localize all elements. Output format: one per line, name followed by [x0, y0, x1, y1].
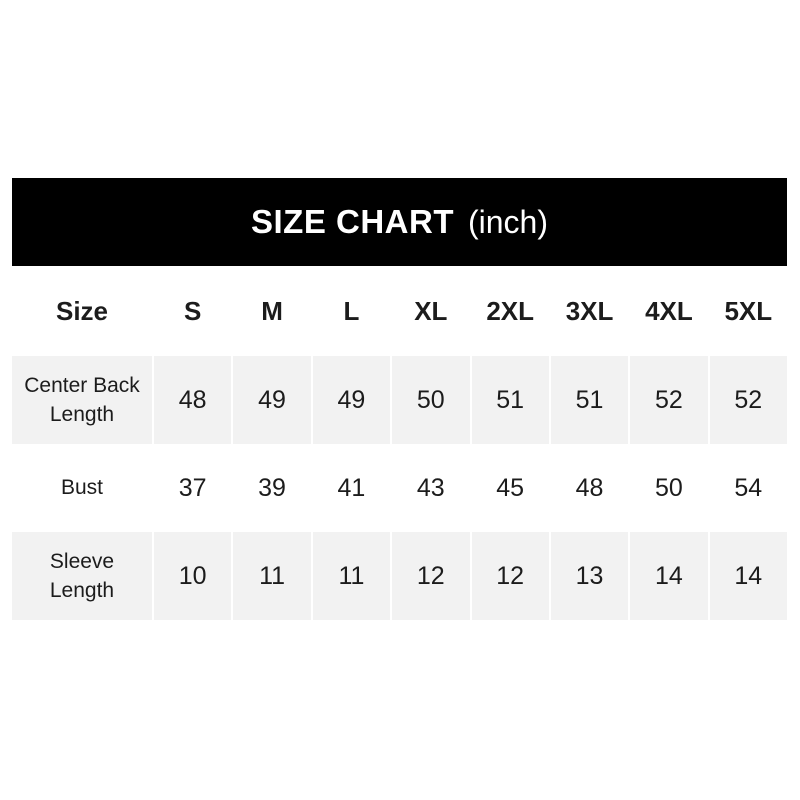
value-cell: 12 — [471, 532, 549, 620]
value-cell: 37 — [154, 444, 232, 532]
row-label: Sleeve Length — [12, 532, 152, 620]
value-cell: 41 — [312, 444, 391, 532]
value-cell: 51 — [471, 356, 549, 444]
header-cell-5xl: 5XL — [709, 266, 787, 356]
header-cell-m: M — [233, 266, 311, 356]
banner-unit-label: (inch) — [467, 203, 548, 240]
header-cell-xl: XL — [392, 266, 470, 356]
value-cell: 54 — [709, 444, 787, 532]
size-chart-banner: SIZE CHART (inch) — [12, 178, 787, 266]
value-cell: 39 — [233, 444, 311, 532]
table-row-sleeve-length: Sleeve Length 10 11 11 12 12 13 14 14 — [12, 532, 787, 620]
value-cell: 50 — [392, 356, 470, 444]
header-cell-s: S — [154, 266, 232, 356]
value-cell: 52 — [630, 356, 708, 444]
header-cell-2xl: 2XL — [471, 266, 549, 356]
row-label: Bust — [12, 444, 152, 532]
header-cell-size: Size — [12, 266, 152, 356]
header-cell-3xl: 3XL — [550, 266, 629, 356]
size-chart: SIZE CHART (inch) Size S M L XL 2XL 3XL … — [12, 178, 787, 620]
header-cell-4xl: 4XL — [630, 266, 708, 356]
value-cell: 52 — [709, 356, 787, 444]
value-cell: 49 — [233, 356, 311, 444]
value-cell: 11 — [312, 532, 391, 620]
value-cell: 51 — [550, 356, 629, 444]
value-cell: 13 — [550, 532, 629, 620]
table-row-center-back-length: Center Back Length 48 49 49 50 51 51 52 … — [12, 356, 787, 444]
value-cell: 14 — [630, 532, 708, 620]
value-cell: 48 — [550, 444, 629, 532]
value-cell: 48 — [154, 356, 232, 444]
value-cell: 14 — [709, 532, 787, 620]
table-header-row: Size S M L XL 2XL 3XL 4XL 5XL — [12, 266, 787, 356]
value-cell: 43 — [392, 444, 470, 532]
header-cell-l: L — [312, 266, 391, 356]
value-cell: 50 — [630, 444, 708, 532]
value-cell: 10 — [154, 532, 232, 620]
value-cell: 49 — [312, 356, 391, 444]
table-row-bust: Bust 37 39 41 43 45 48 50 54 — [12, 444, 787, 532]
value-cell: 12 — [392, 532, 470, 620]
banner-title: SIZE CHART — [250, 203, 454, 240]
value-cell: 11 — [233, 532, 311, 620]
value-cell: 45 — [471, 444, 549, 532]
row-label: Center Back Length — [12, 356, 152, 444]
